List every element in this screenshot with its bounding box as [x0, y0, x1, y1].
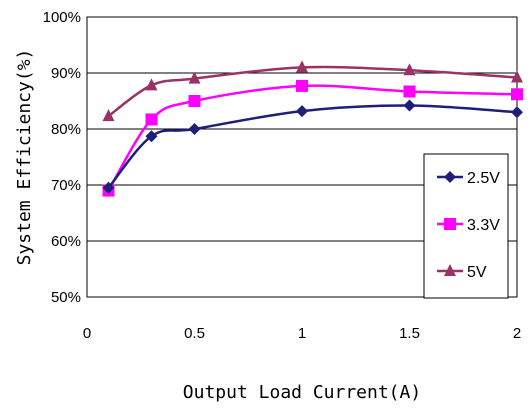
series-2.5V	[102, 99, 523, 194]
data-point	[511, 106, 523, 119]
x-tick-label: 1	[298, 325, 306, 342]
legend-marker	[444, 171, 456, 183]
y-tick-label: 60%	[51, 233, 81, 250]
data-point	[145, 78, 158, 91]
data-point	[188, 71, 201, 84]
legend-label: 2.5V	[467, 170, 500, 187]
data-point	[102, 109, 115, 122]
legend-marker	[444, 264, 456, 276]
data-point	[403, 85, 416, 98]
data-point	[296, 79, 308, 92]
data-point	[188, 95, 201, 107]
series-5V	[102, 60, 523, 122]
data-point	[102, 181, 115, 194]
legend-label: 5V	[467, 264, 487, 281]
data-point	[511, 70, 523, 83]
data-point	[403, 99, 416, 112]
y-tick-label: 70%	[51, 177, 81, 194]
data-point	[145, 113, 158, 126]
legend-label: 3.3V	[467, 217, 500, 234]
y-tick-label: 100%	[43, 9, 81, 26]
data-point	[296, 60, 308, 73]
x-tick-label: 0	[83, 325, 91, 342]
data-point	[403, 63, 416, 76]
x-axis-label: Output Load Current(A)	[183, 382, 421, 403]
data-series	[102, 60, 523, 197]
y-axis-ticks: 50% 60% 70% 80% 90% 100%	[43, 9, 81, 306]
y-axis-label: System Efficiency(%)	[14, 49, 35, 266]
y-tick-label: 50%	[51, 289, 81, 306]
legend-item-2.5V: 2.5V	[437, 170, 500, 187]
x-tick-label: 2	[513, 325, 521, 342]
legend-item-3.3V: 3.3V	[437, 217, 500, 234]
legend: 2.5V 3.3V 5V	[423, 153, 509, 299]
y-tick-label: 80%	[51, 121, 81, 138]
data-point	[296, 105, 308, 118]
data-point	[145, 130, 158, 143]
y-tick-label: 90%	[51, 65, 81, 82]
data-point	[511, 88, 523, 101]
x-axis-ticks: 0 0.5 1 1.5 2	[83, 325, 521, 342]
data-point	[188, 123, 201, 135]
legend-marker	[444, 218, 456, 230]
x-tick-label: 1.5	[399, 325, 420, 342]
legend-item-5V: 5V	[437, 264, 487, 281]
x-tick-label: 0.5	[184, 325, 205, 342]
